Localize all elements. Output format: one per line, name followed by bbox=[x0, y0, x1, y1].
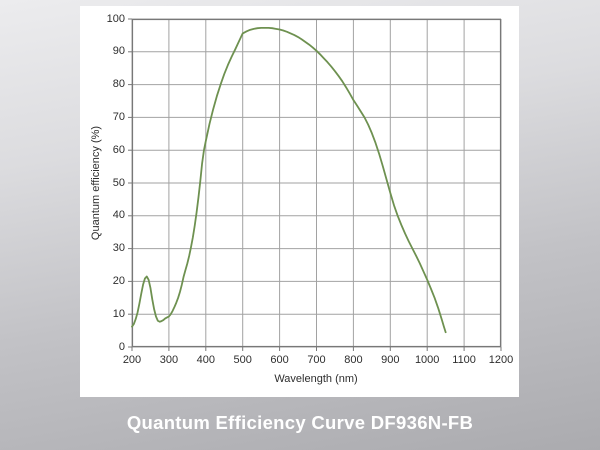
x-tick-label: 300 bbox=[159, 354, 179, 366]
y-tick-label: 50 bbox=[112, 176, 125, 189]
x-tick-label: 800 bbox=[344, 354, 363, 366]
x-tick-label: 600 bbox=[270, 354, 289, 366]
y-tick-label: 90 bbox=[112, 45, 125, 58]
x-tick-label: 400 bbox=[196, 354, 215, 366]
qe-curve-line bbox=[131, 26, 447, 334]
x-tick-label: 1000 bbox=[414, 354, 440, 366]
y-tick-label: 80 bbox=[112, 78, 125, 91]
y-tick-label: 100 bbox=[106, 12, 125, 25]
y-tick-label: 0 bbox=[118, 340, 125, 353]
y-tick-label: 60 bbox=[112, 143, 125, 156]
x-tick-label: 1200 bbox=[488, 354, 514, 366]
y-tick-label: 20 bbox=[112, 274, 125, 287]
plot-border bbox=[131, 18, 502, 348]
y-tick-label: 70 bbox=[112, 110, 125, 123]
x-tick-label: 200 bbox=[122, 354, 142, 366]
y-tick-label: 10 bbox=[112, 307, 125, 320]
x-axis-title: Wavelength (nm) bbox=[274, 373, 358, 385]
y-tick-label: 30 bbox=[112, 242, 125, 255]
x-tick-label: 700 bbox=[307, 354, 326, 366]
chart-panel: Quantum efficiency (%) 0 10 20 30 40 50 60 70 80… bbox=[80, 6, 519, 397]
qe-curve-svg bbox=[128, 18, 502, 351]
x-tick-label: 900 bbox=[381, 354, 400, 366]
y-tick-label: 40 bbox=[112, 209, 125, 222]
x-tick-label: 1100 bbox=[452, 354, 476, 366]
caption-title: Quantum Efficiency Curve DF936N-FB bbox=[126, 412, 474, 433]
x-tick-label: 500 bbox=[233, 354, 252, 366]
plot-area bbox=[128, 18, 502, 351]
